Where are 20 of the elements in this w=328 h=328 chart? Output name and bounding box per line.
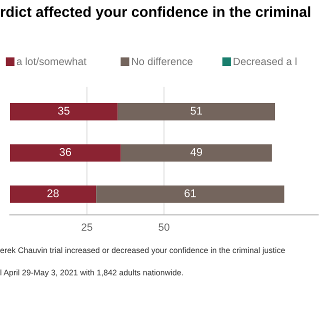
data-label: 36 bbox=[60, 148, 72, 156]
data-label: 49 bbox=[190, 148, 202, 156]
data-label: 51 bbox=[190, 106, 202, 115]
data-label: 61 bbox=[184, 189, 196, 198]
legend-label: a lot/somewhat bbox=[16, 57, 86, 66]
legend-label: Decreased a l bbox=[234, 57, 296, 66]
data-label: 35 bbox=[58, 106, 70, 115]
bar bbox=[120, 144, 272, 162]
bar bbox=[96, 186, 284, 203]
text: erek Chauvin trial increased or decreased your confidence in the criminal justice bbox=[0, 247, 285, 255]
text: l April 29-May 3, 2021 with 1,842 adults nationwide. bbox=[0, 269, 183, 277]
data-label: 28 bbox=[47, 189, 59, 198]
chart-title: rdict affected your confidence in the criminal bbox=[0, 6, 310, 20]
bar bbox=[10, 144, 121, 162]
x-tick-label: 25 bbox=[82, 223, 92, 231]
x-tick-label: 50 bbox=[158, 223, 170, 231]
bar bbox=[118, 103, 275, 120]
legend-label: No difference bbox=[132, 57, 193, 66]
bar bbox=[10, 186, 96, 203]
bar bbox=[10, 103, 118, 120]
